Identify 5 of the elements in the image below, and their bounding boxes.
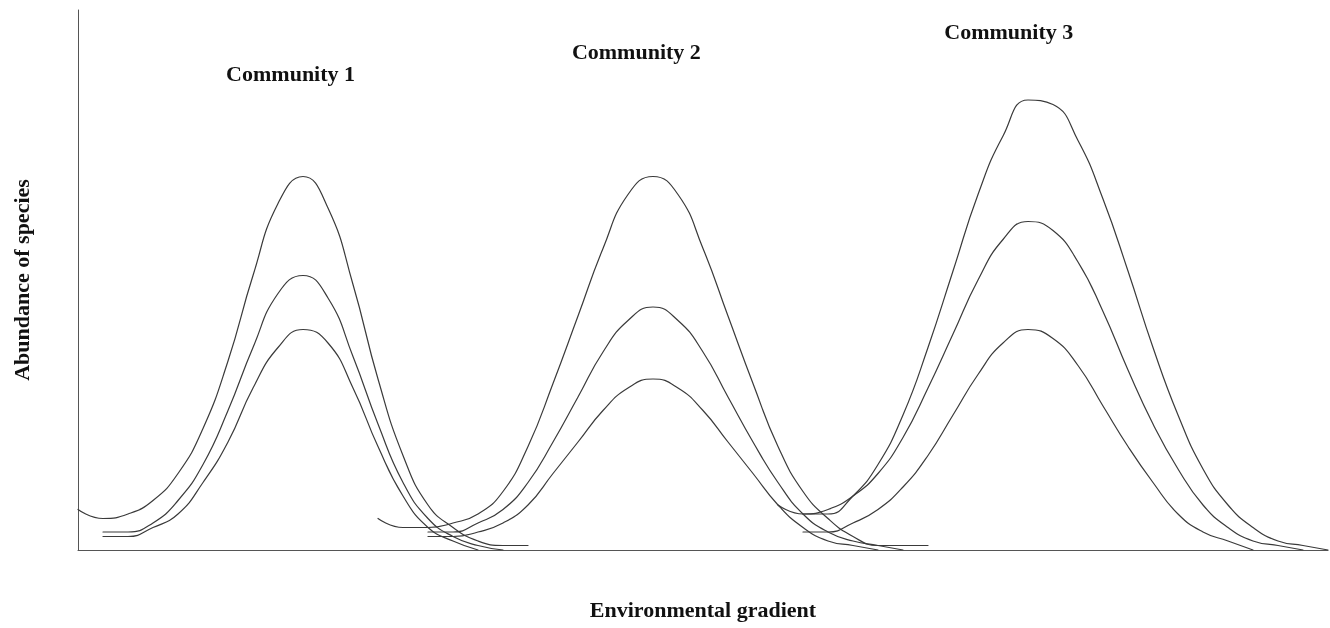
text: Community 3 xyxy=(944,18,1074,44)
y-axis-title: Abundance of species xyxy=(8,178,34,381)
text: Community 1 xyxy=(226,60,356,86)
text: Community 2 xyxy=(571,38,701,64)
x-axis-title: Environmental gradient xyxy=(589,596,817,622)
